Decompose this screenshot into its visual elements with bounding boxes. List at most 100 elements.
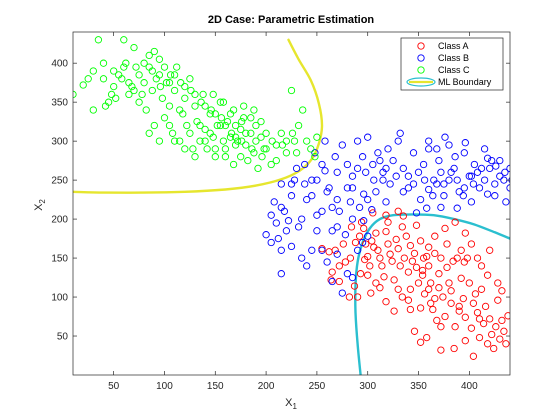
class-b-point: [338, 141, 346, 149]
class-c-point: [150, 121, 158, 130]
class-b-point: [441, 133, 449, 141]
class-b-point: [301, 160, 309, 169]
class-a-point: [394, 285, 402, 293]
class-a-point: [398, 223, 406, 231]
y-tick-label: 50: [57, 332, 69, 343]
class-b-point: [409, 149, 418, 157]
class-a-point: [425, 285, 433, 293]
class-c-point: [221, 153, 230, 161]
class-a-point: [345, 293, 354, 301]
class-b-point: [298, 215, 306, 223]
legend-label-class-b: Class B: [438, 53, 469, 63]
class-a-point: [504, 312, 510, 320]
class-a-point: [412, 221, 421, 229]
class-a-point: [445, 279, 453, 287]
class-a-point: [490, 344, 498, 353]
class-c-point: [135, 71, 143, 79]
class-c-point: [250, 106, 258, 114]
class-c-point: [187, 86, 195, 95]
class-b-point: [372, 188, 380, 196]
class-b-point: [323, 188, 331, 196]
class-c-point: [148, 86, 156, 95]
class-c-point: [231, 141, 240, 149]
class-b-point: [321, 137, 329, 145]
class-a-point: [427, 299, 435, 307]
class-a-point: [441, 312, 449, 321]
class-a-point: [410, 327, 419, 335]
class-a-point: [357, 218, 366, 226]
class-a-point: [404, 296, 413, 304]
class-b-point: [425, 137, 433, 145]
class-a-point: [457, 246, 465, 254]
class-c-point: [122, 59, 130, 67]
class-b-point: [267, 238, 275, 247]
class-b-point: [360, 190, 368, 198]
class-b-point: [308, 246, 316, 254]
class-a-point: [461, 313, 469, 321]
class-a-point: [473, 308, 482, 317]
class-c-point: [287, 86, 296, 95]
class-a-point: [437, 323, 445, 331]
class-a-point: [447, 287, 455, 295]
class-b-point: [461, 139, 469, 147]
class-a-point: [388, 257, 396, 265]
class-a-point: [467, 240, 476, 248]
class-b-point: [469, 180, 478, 188]
class-a-point: [406, 241, 415, 250]
class-a-point: [402, 232, 410, 240]
class-a-point: [494, 279, 502, 287]
class-b-point: [267, 211, 275, 219]
class-c-point: [145, 63, 153, 71]
boundary-curve-2: [354, 213, 510, 375]
class-b-point: [274, 234, 282, 243]
class-c-point: [242, 141, 250, 149]
class-a-point: [360, 224, 368, 233]
class-a-point: [376, 254, 384, 262]
class-c-point: [110, 67, 118, 75]
class-a-point: [416, 237, 425, 245]
class-c-point: [229, 106, 238, 114]
class-c-point: [191, 90, 199, 99]
class-a-point: [351, 238, 360, 247]
class-c-point: [209, 90, 217, 99]
class-a-point: [469, 299, 478, 307]
class-b-point: [440, 192, 448, 200]
class-b-point: [420, 176, 429, 184]
class-a-point: [465, 279, 473, 287]
class-a-point: [450, 344, 458, 353]
class-a-point: [437, 254, 445, 262]
class-a-point: [331, 246, 339, 254]
class-a-point: [347, 223, 356, 231]
class-a-point: [469, 352, 478, 360]
class-a-point: [441, 224, 449, 233]
class-c-point: [313, 133, 321, 141]
class-a-point: [339, 240, 347, 248]
class-c-point: [278, 141, 287, 149]
class-a-point: [455, 307, 463, 315]
class-b-point: [369, 160, 377, 169]
class-b-point: [303, 262, 311, 270]
class-b-point: [435, 156, 443, 165]
class-c-point: [288, 129, 297, 137]
class-b-point: [477, 164, 486, 173]
class-a-point: [418, 271, 427, 279]
class-a-point: [473, 254, 482, 262]
class-c-point: [191, 153, 199, 161]
class-c-point: [242, 129, 250, 137]
legend-label-class-c: Class C: [438, 65, 470, 75]
class-b-point: [301, 180, 309, 188]
class-a-point: [416, 338, 425, 346]
class-b-point: [282, 227, 291, 235]
class-a-point: [427, 279, 435, 287]
class-c-point: [303, 137, 311, 145]
class-a-point: [425, 262, 433, 270]
class-b-point: [287, 192, 296, 200]
class-b-point: [433, 180, 441, 188]
class-c-point: [145, 129, 153, 137]
legend-label-ml-boundary: ML Boundary: [438, 77, 492, 87]
class-b-point: [341, 231, 350, 239]
class-b-point: [396, 129, 404, 137]
class-b-point: [335, 207, 343, 215]
class-b-point: [451, 153, 459, 161]
class-a-point: [353, 293, 362, 301]
